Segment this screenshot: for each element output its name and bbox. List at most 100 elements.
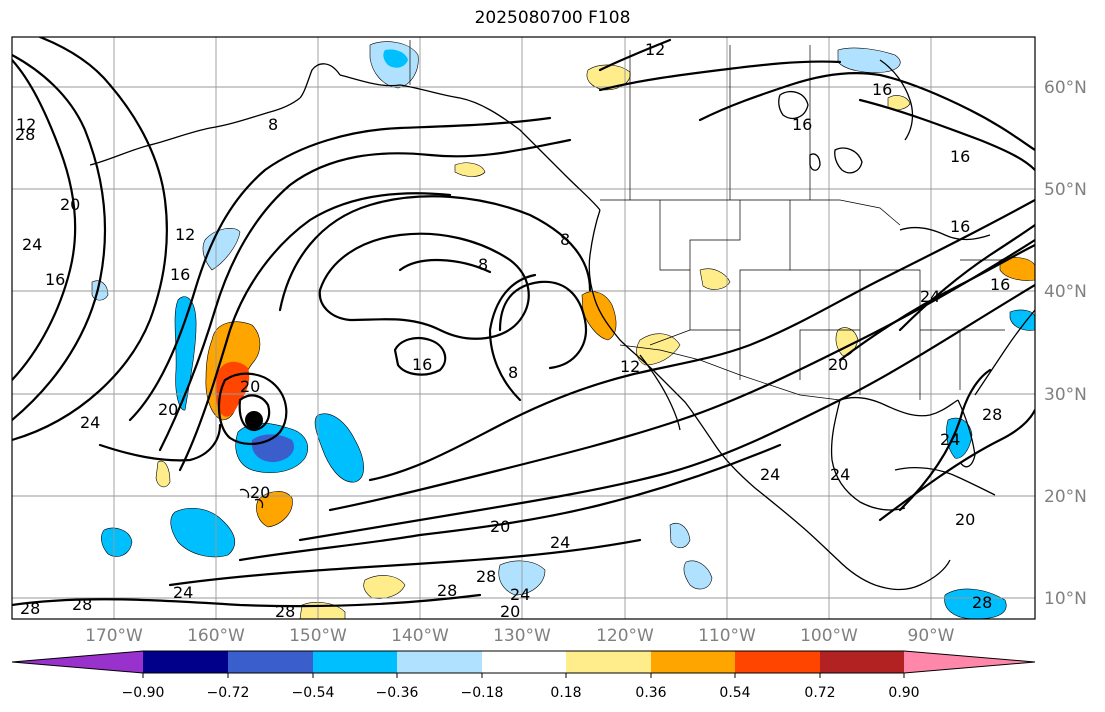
latitude-label: 30°N — [1044, 385, 1087, 405]
contour-20-w-2 — [178, 192, 452, 472]
contour-24-loop — [98, 423, 222, 462]
alaska-west — [299, 63, 341, 99]
positive-anomaly-california — [581, 291, 617, 341]
colorbar-segment — [313, 651, 397, 673]
map-title: 2025080700 F108 — [474, 8, 631, 28]
contour-label: 20 — [490, 517, 510, 536]
contour-16-north — [698, 71, 1035, 152]
colorbar-tick-label: 0.18 — [550, 685, 581, 701]
contour-label: 16 — [792, 115, 812, 134]
contour-16-center — [393, 336, 447, 376]
negative-anomaly-florida — [946, 417, 973, 459]
colorbar-segment — [228, 651, 313, 673]
hawaii-2 — [254, 498, 264, 509]
contour-label: 16 — [872, 80, 892, 99]
contour-label: 24 — [80, 413, 100, 432]
contour-12-ne — [858, 98, 1035, 172]
colorbar-tick-label: −0.36 — [376, 685, 419, 701]
colorbar-tick-label: −0.90 — [122, 685, 165, 701]
contour-labels: 12 16 8 8 16 20 24 16 12 16 8 16 8 12 16… — [15, 40, 1010, 621]
colorbar-tick-label: 0.54 — [719, 685, 750, 701]
latitude-labels: 60°N 50°N 40°N 30°N 20°N 10°N — [1044, 78, 1087, 609]
negative-anomaly-gulf-core — [383, 49, 408, 68]
colorbar: −0.90 −0.72 −0.54 −0.36 −0.18 0.18 0.36 … — [11, 650, 1036, 701]
negative-anomaly-atlantic — [1009, 309, 1035, 331]
negative-anomaly-pac-2 — [669, 522, 691, 549]
contour-label: 24 — [510, 585, 530, 604]
contour-label: 16 — [990, 275, 1010, 294]
longitude-label: 160°W — [187, 626, 245, 646]
canada-islands — [778, 91, 809, 119]
contour-12-east — [488, 273, 537, 402]
contour-label: 12 — [16, 115, 36, 134]
canada-island-2 — [834, 147, 863, 174]
positive-anomaly-pacific — [363, 575, 406, 599]
contour-label: 24 — [550, 533, 570, 552]
contour-28-se — [878, 408, 1035, 522]
positive-anomaly-gulf-ca — [699, 268, 731, 290]
contour-28-south — [12, 593, 482, 608]
latitude-label: 10°N — [1044, 589, 1087, 609]
contour-24-south — [168, 538, 642, 587]
canada-provinces — [629, 45, 811, 200]
aleutians — [89, 97, 301, 166]
colorbar-tick-label: −0.18 — [461, 685, 504, 701]
longitude-label: 150°W — [289, 626, 347, 646]
contour-8-inner — [398, 259, 492, 274]
latitude-label: 50°N — [1044, 180, 1087, 200]
contour-label: 8 — [508, 363, 518, 382]
contour-label: 28 — [20, 599, 40, 618]
storm-center-marker — [245, 411, 263, 429]
colorbar-segment — [735, 651, 820, 673]
contour-8-center — [318, 232, 530, 340]
positive-anomaly-ne-pac — [454, 162, 486, 177]
contour-label: 8 — [268, 115, 278, 134]
contour-label: 20 — [158, 400, 178, 419]
colorbar-tick-label: −0.72 — [207, 685, 250, 701]
contour-label: 24 — [173, 583, 193, 602]
contour-16-east — [368, 198, 1035, 482]
positive-anomaly-baja — [636, 333, 681, 366]
contour-label: 28 — [972, 593, 992, 612]
contour-label: 20 — [955, 510, 975, 529]
contour-label: 24 — [830, 465, 850, 484]
colorbar-segment — [482, 651, 566, 673]
colorbar-tick-label: −0.54 — [292, 685, 335, 701]
contour-8-east — [498, 280, 588, 370]
latitude-label: 20°N — [1044, 487, 1087, 507]
contour-label: 28 — [15, 125, 35, 144]
mexico-gulf — [830, 399, 906, 511]
state-lines-2 — [689, 200, 741, 270]
contour-label: 20 — [240, 377, 260, 396]
contour-hurricane-2 — [238, 394, 271, 432]
contour-label: 20 — [500, 602, 520, 621]
contour-12-w — [128, 116, 552, 422]
negative-anomaly-sw — [101, 527, 133, 557]
longitude-label: 90°W — [908, 626, 955, 646]
contour-12-center — [278, 195, 592, 312]
contour-24-se — [898, 368, 992, 512]
contour-label: 12 — [175, 225, 195, 244]
colorbar-tick-label: 0.90 — [888, 685, 919, 701]
state-lines-1 — [659, 200, 791, 331]
shaded-anomalies — [91, 41, 1035, 619]
contour-label: 24 — [22, 235, 42, 254]
contour-label: 20 — [60, 195, 80, 214]
longitude-labels: 170°W 160°W 150°W 140°W 130°W 120°W 110°… — [85, 626, 955, 646]
central-america — [874, 559, 951, 591]
contour-24-ne — [898, 223, 1035, 332]
colorbar-segment — [651, 651, 735, 673]
contour-20-south — [238, 443, 782, 562]
negative-anomaly-band-2 — [202, 227, 241, 271]
contour-label: 16 — [45, 270, 65, 289]
longitude-label: 110°W — [698, 626, 756, 646]
contour-8-north — [598, 60, 842, 92]
great-lakes — [899, 226, 991, 241]
colorbar-segment — [12, 651, 143, 673]
contour-label: 28 — [476, 567, 496, 586]
map-frame — [11, 36, 1036, 620]
contour-label: 20 — [828, 355, 848, 374]
state-lines-8 — [960, 259, 1005, 331]
contour-24-east — [298, 283, 1035, 542]
